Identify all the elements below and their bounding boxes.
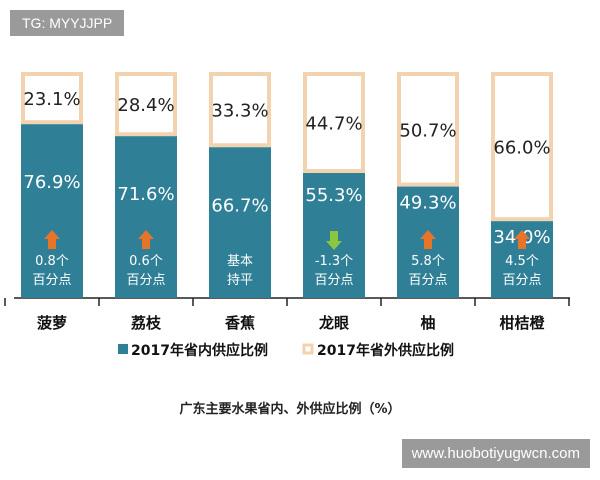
bar-outside-5 <box>491 72 553 222</box>
arrow-down-icon <box>326 231 342 250</box>
data-label-inside: 66.7% <box>211 195 268 216</box>
x-tick-label: 菠萝 <box>37 314 67 332</box>
annotation-line: 百分点 <box>408 273 447 288</box>
data-label-outside: 23.1% <box>23 89 80 110</box>
bar-outside-3 <box>303 72 365 174</box>
annotation-line: 百分点 <box>32 273 71 288</box>
bar-outside-0 <box>21 72 83 125</box>
watermark-bottom-right: www.huobotiyugwcn.com <box>401 439 590 468</box>
annotation-line: 百分点 <box>126 273 165 288</box>
data-label-inside: 76.9% <box>23 172 80 193</box>
chart-title: 广东主要水果省内、外供应比例（%） <box>179 402 401 417</box>
bar-outside-2 <box>209 72 271 148</box>
watermark-top-left: TG: MYYJJPP <box>10 10 125 36</box>
x-tick-label: 柑桔橙 <box>499 314 545 332</box>
annotation-line: 百分点 <box>314 273 353 288</box>
annotation-line: 百分点 <box>502 273 541 288</box>
legend-swatch-outside <box>302 343 314 355</box>
data-label-inside: 55.3% <box>305 185 362 206</box>
data-label-outside: 33.3% <box>211 101 268 122</box>
annotation-line: 4.5个 <box>505 254 539 269</box>
data-label-outside: 44.7% <box>305 114 362 135</box>
data-label-outside: 66.0% <box>493 138 550 159</box>
data-label-inside: 49.3% <box>399 193 456 214</box>
annotation-line: 持平 <box>227 273 253 288</box>
x-tick-label: 柚 <box>420 314 435 332</box>
x-tick-label: 香蕉 <box>225 314 255 332</box>
annotation-line: -1.3个 <box>315 254 353 269</box>
data-label-outside: 28.4% <box>117 95 174 116</box>
annotation-line: 5.8个 <box>411 254 445 269</box>
legend-label-outside: 2017年省外供应比例 <box>317 342 454 359</box>
legend-label-inside: 2017年省内供应比例 <box>131 342 268 359</box>
bar-inside-2 <box>209 147 271 298</box>
arrow-up-icon <box>420 230 436 249</box>
annotation-line: 0.6个 <box>129 254 163 269</box>
data-label-inside: 71.6% <box>117 184 174 205</box>
bar-inside-0 <box>21 124 83 299</box>
legend-swatch-inside <box>118 344 128 354</box>
data-label-outside: 50.7% <box>399 120 456 141</box>
arrow-up-icon <box>514 230 530 249</box>
x-tick-label: 龙眼 <box>318 314 349 332</box>
annotation-line: 基本 <box>227 254 253 269</box>
bar-outside-1 <box>115 72 177 137</box>
bar-outside-4 <box>397 72 459 187</box>
arrow-up-icon <box>138 230 154 249</box>
bar-inside-1 <box>115 136 177 298</box>
x-tick-label: 荔枝 <box>131 314 162 332</box>
annotation-line: 0.8个 <box>35 254 69 269</box>
arrow-up-icon <box>44 230 60 249</box>
